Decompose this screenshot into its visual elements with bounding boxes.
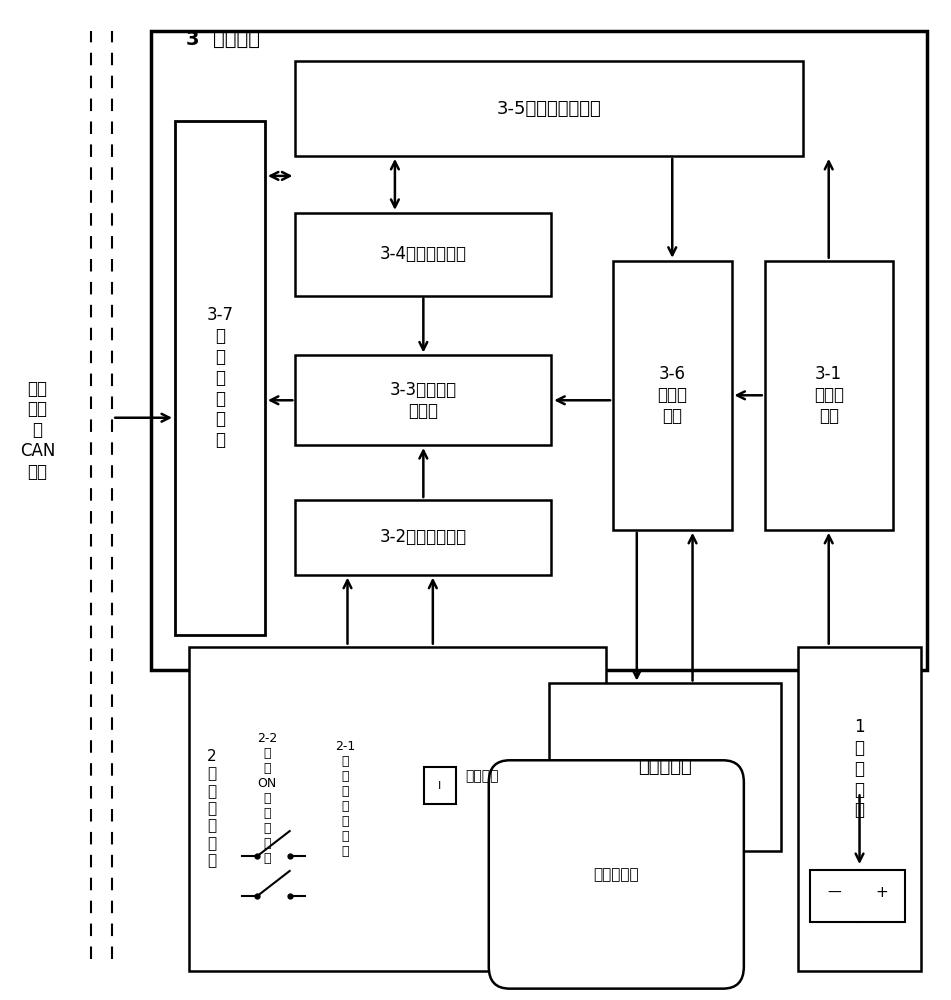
Bar xyxy=(296,500,552,575)
Bar xyxy=(151,31,927,670)
FancyBboxPatch shape xyxy=(489,760,744,989)
Bar xyxy=(424,767,456,804)
Text: 3-2信号调理系统: 3-2信号调理系统 xyxy=(379,528,467,546)
Text: 2-1
真
空
泵
压
力
信
号: 2-1 真 空 泵 压 力 信 号 xyxy=(336,740,356,858)
Bar xyxy=(296,61,803,156)
Text: +: + xyxy=(875,885,887,900)
Bar xyxy=(296,213,552,296)
Text: 3-5中央处理器系统: 3-5中央处理器系统 xyxy=(496,100,601,118)
Bar xyxy=(613,261,731,530)
Text: 电动真空泵: 电动真空泵 xyxy=(638,758,691,776)
Text: 1
供
电
系
统: 1 供 电 系 统 xyxy=(854,718,864,819)
Text: 3-6
功率驱
动器: 3-6 功率驱 动器 xyxy=(657,365,688,425)
Text: 2
信
号
采
集
系
统: 2 信 号 采 集 系 统 xyxy=(207,749,217,868)
Text: 制动真空罐: 制动真空罐 xyxy=(593,867,639,882)
Bar xyxy=(810,870,905,922)
Bar xyxy=(765,261,893,530)
Text: 3-3多路数模
集中器: 3-3多路数模 集中器 xyxy=(390,381,456,420)
Text: 3-7
故
障
处
理
系
统: 3-7 故 障 处 理 系 统 xyxy=(206,306,233,449)
Bar xyxy=(798,647,922,971)
Text: 真空管路: 真空管路 xyxy=(465,769,498,783)
Text: 整车
仪表
或
CAN
网络: 整车 仪表 或 CAN 网络 xyxy=(20,380,55,481)
Text: —: — xyxy=(827,886,841,900)
Text: 3-1
供电稳
压器: 3-1 供电稳 压器 xyxy=(814,365,844,425)
Text: 3  控制系统: 3 控制系统 xyxy=(186,30,261,49)
Text: 2-2
钥
匙
ON
档
开
关
信
号: 2-2 钥 匙 ON 档 开 关 信 号 xyxy=(257,732,277,865)
Text: I: I xyxy=(438,781,441,791)
Bar xyxy=(549,683,781,851)
Bar xyxy=(175,121,265,635)
Text: 3-4接口处理系统: 3-4接口处理系统 xyxy=(379,245,467,263)
Bar xyxy=(189,647,607,971)
Bar xyxy=(296,355,552,445)
